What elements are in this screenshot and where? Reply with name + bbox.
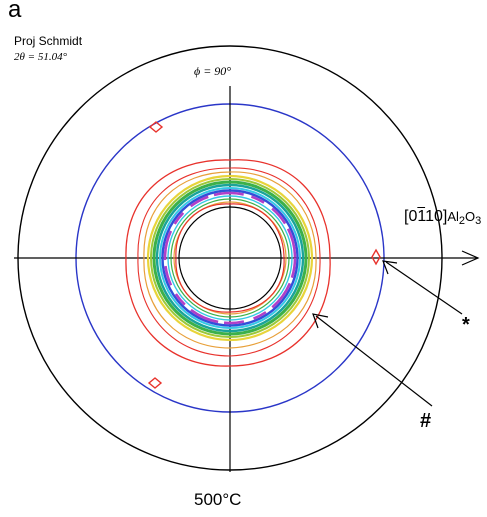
- contour-inner-orange: [173, 201, 287, 315]
- projection-label: Proj Schmidt: [14, 34, 83, 48]
- star-marker-label: *: [462, 314, 470, 336]
- direction-label: [0110]Al2O3: [404, 208, 481, 227]
- contour-blue: [161, 189, 299, 327]
- rhombus-spot-icon: [371, 248, 381, 266]
- contour-lime: [150, 178, 310, 338]
- contour-teal: [155, 183, 305, 333]
- temperature-label: 500°C: [194, 490, 242, 509]
- substrate-formula: Al2O3: [447, 209, 482, 227]
- hash-marker-label: #: [420, 410, 432, 432]
- contour-inner-cyan: [167, 195, 293, 321]
- contour-inner-green: [170, 198, 290, 318]
- contour-inner-black: [178, 206, 282, 310]
- rhombus-spot-icon: [147, 377, 163, 389]
- rhombus-spot-icon: [148, 121, 164, 133]
- arrow-pointer-icon: [382, 260, 398, 275]
- intensity-contours: [125, 159, 331, 367]
- contour-inner-red: [175, 203, 285, 313]
- contour-yellow: [146, 174, 314, 342]
- contour-green: [152, 180, 308, 336]
- direction-bracket-close: 10]: [425, 208, 448, 225]
- contour-cyan: [159, 187, 301, 329]
- contour-outer-red: [125, 159, 331, 367]
- phi-label: ϕ = 90°: [194, 64, 232, 78]
- contour-peak: [163, 191, 297, 325]
- star-pointer-line: [385, 261, 463, 315]
- contour-orange: [143, 171, 317, 349]
- direction-bracket-open: [0: [404, 208, 418, 225]
- two-theta-label: 2θ = 51.04°: [14, 51, 67, 63]
- axis-arrow-icon: [461, 250, 480, 266]
- contour-red-2: [137, 167, 321, 357]
- hash-pointer-line: [315, 315, 433, 407]
- panel-letter: a: [8, 0, 22, 23]
- direction-bar-digit: 1: [417, 208, 426, 225]
- arrow-pointer-icon: [312, 313, 329, 329]
